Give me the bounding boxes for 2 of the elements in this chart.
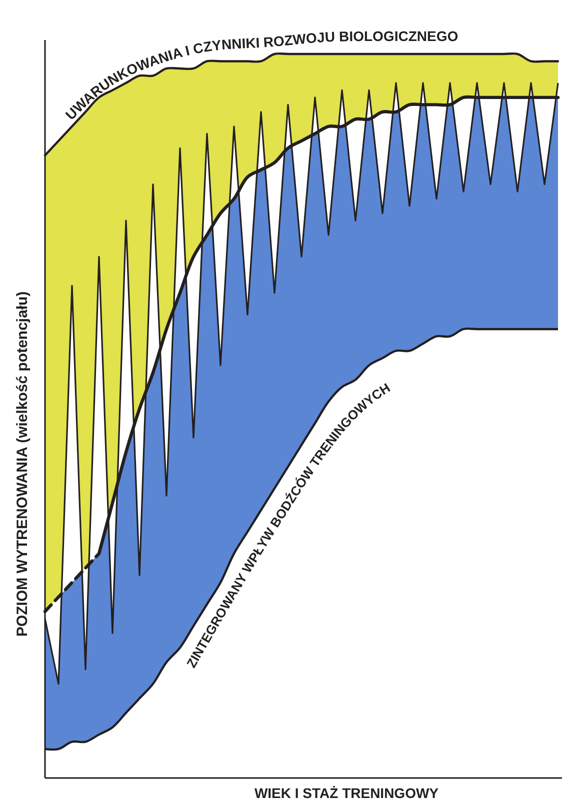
y-axis-title: POZIOM WYTRENOWANIA (wielkość potencjału): [14, 291, 31, 637]
x-axis-title: WIEK I STAŻ TRENINGOWY: [254, 785, 440, 801]
